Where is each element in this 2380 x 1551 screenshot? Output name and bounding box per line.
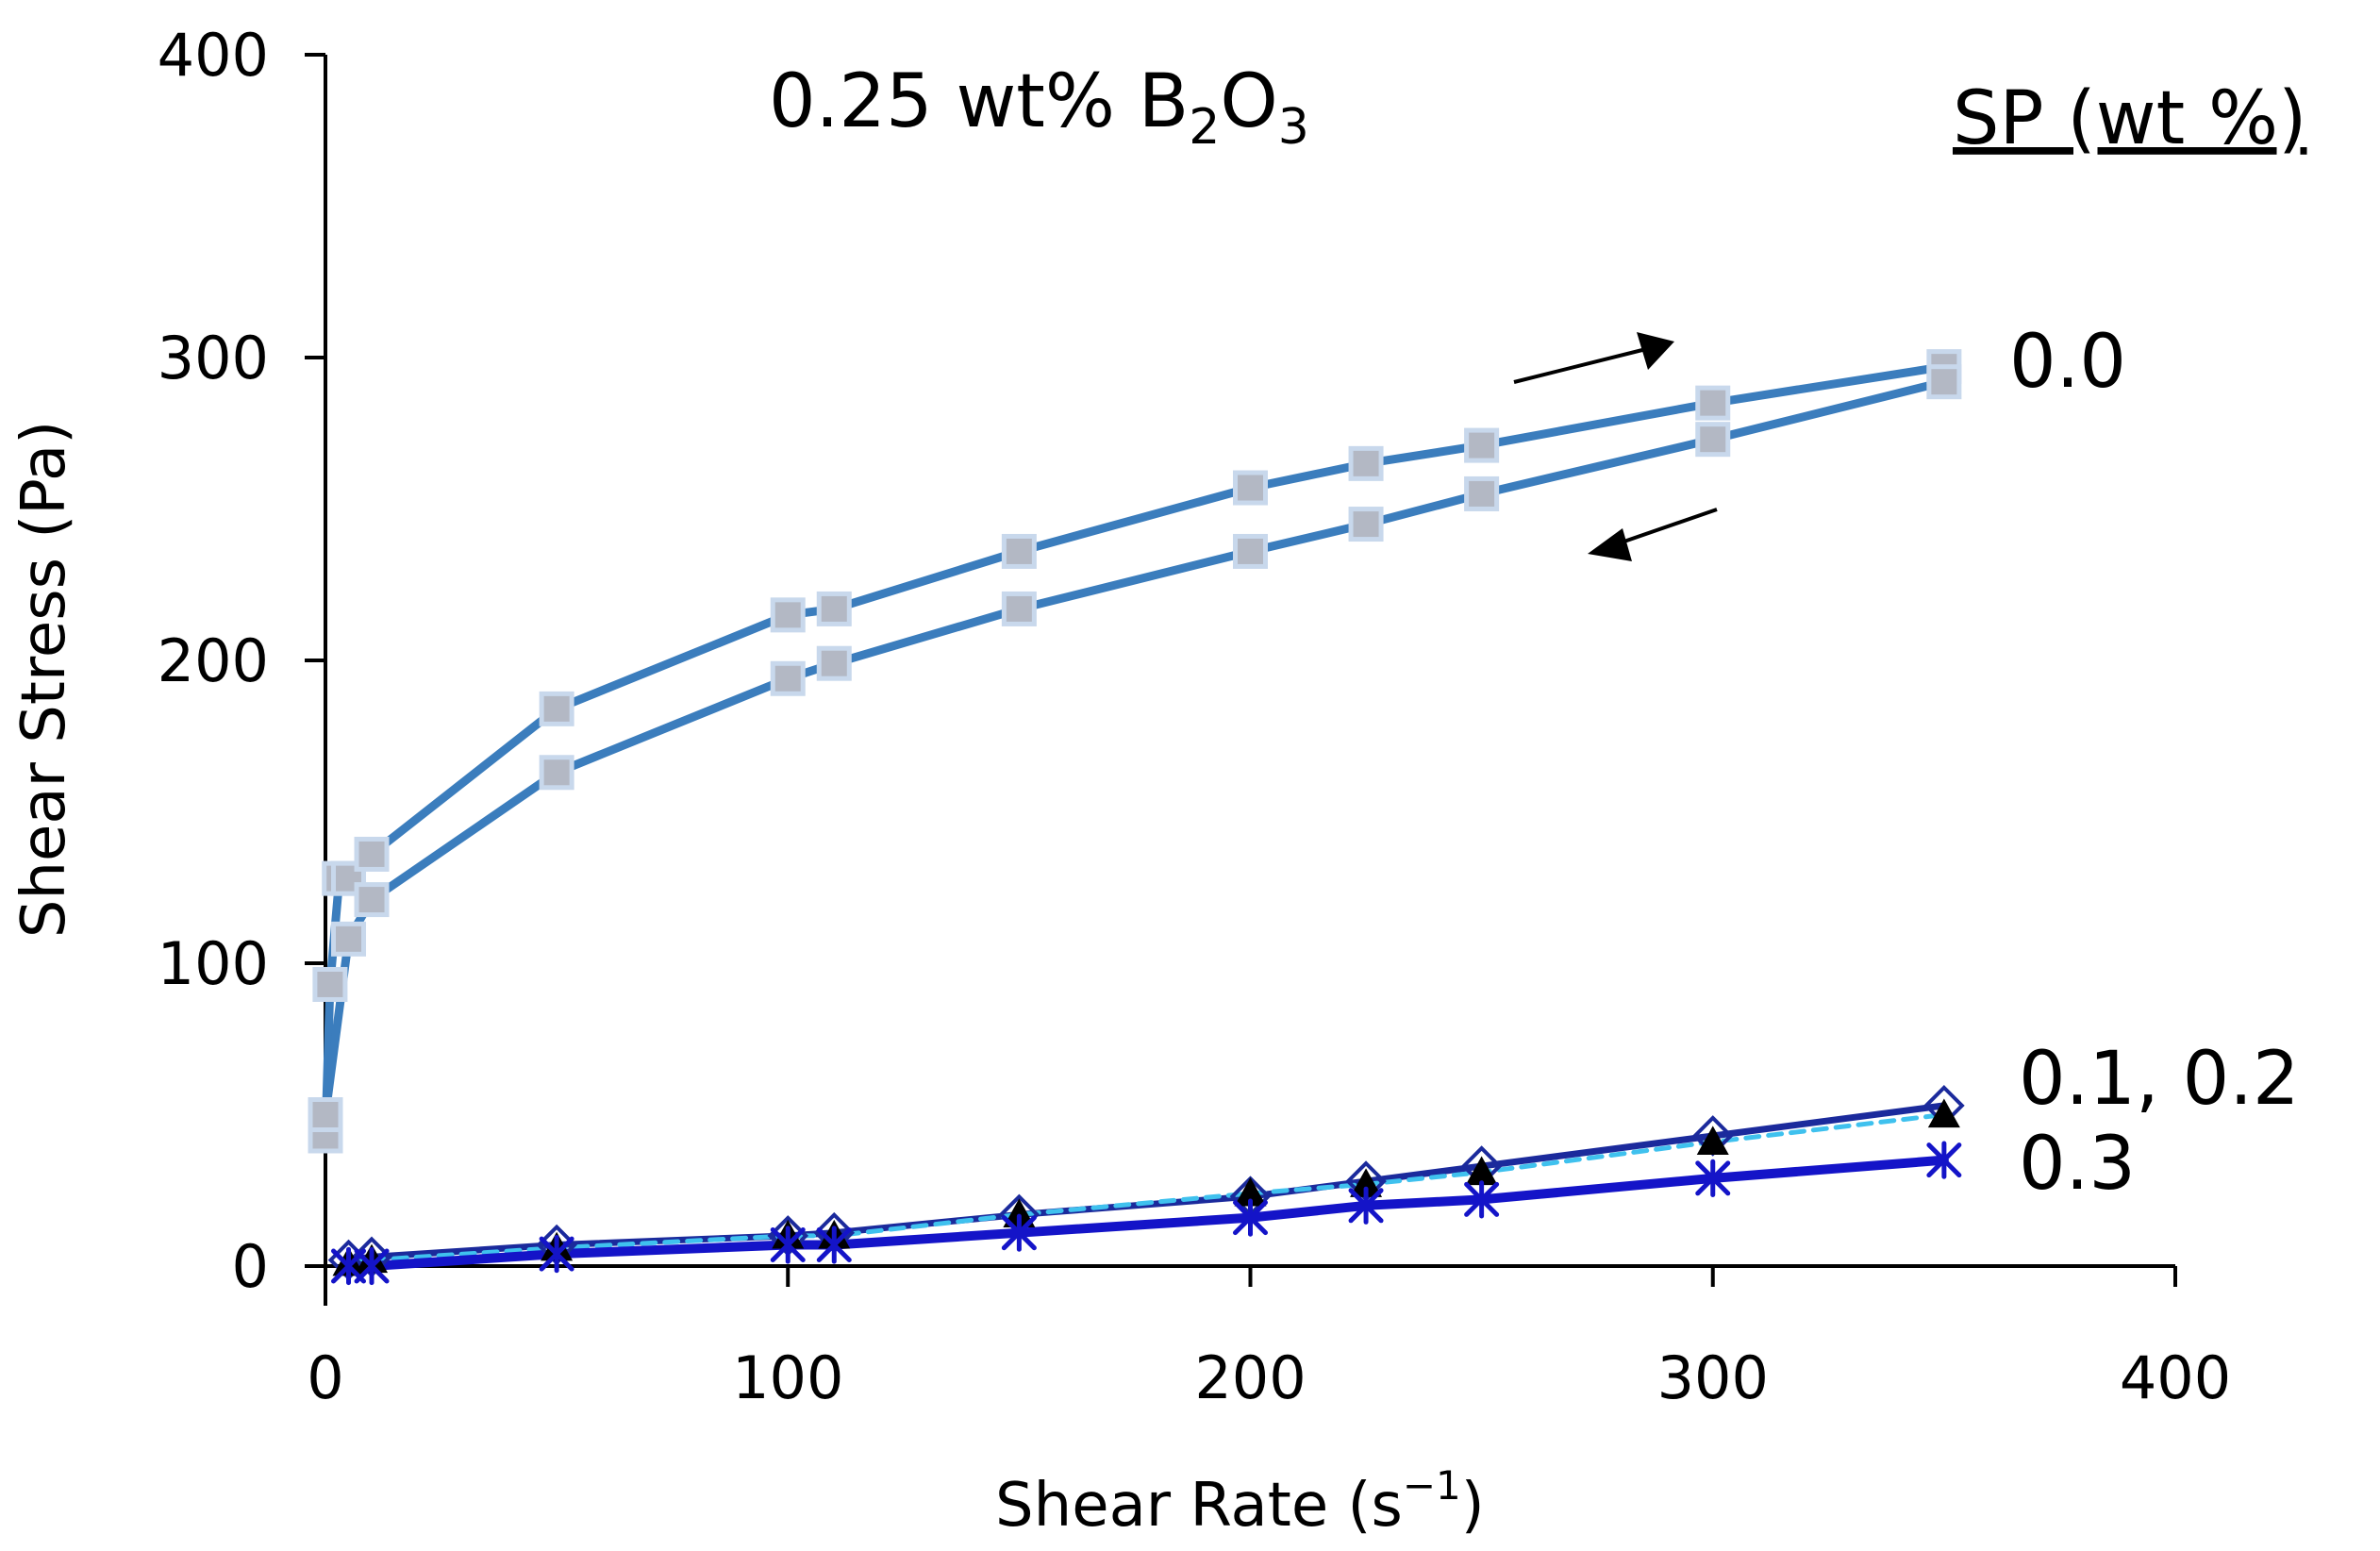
marker-sp03-star: [1233, 1198, 1268, 1237]
marker-sp00-down-square: [354, 882, 390, 918]
line-sp02: [346, 1112, 1947, 1266]
arrow-decreasing-rate: [1588, 508, 1718, 561]
marker-sp03-star: [1926, 1141, 1962, 1179]
marker-sp00-down-square: [1233, 533, 1268, 569]
marker-sp00-down-square: [308, 1097, 343, 1132]
y-tick-label: 0: [232, 1232, 269, 1301]
marker-sp03-star: [1001, 1213, 1037, 1252]
y-tick-label: 300: [158, 324, 269, 392]
line-sp00-down: [321, 377, 1949, 1119]
marker-sp03-star: [1348, 1186, 1384, 1225]
x-tick-label: 400: [2120, 1343, 2231, 1412]
marker-sp03-star: [539, 1235, 574, 1274]
marker-sp00-up-square: [354, 836, 390, 872]
x-tick-label: 100: [732, 1343, 843, 1412]
marker-sp02-triangle: [1465, 1156, 1498, 1186]
chart-title: 0.25 wt% B2O3: [769, 59, 1309, 156]
marker-sp00-down-square: [1926, 364, 1962, 400]
marker-sp03-star: [816, 1226, 852, 1264]
y-axis-title: Shear Stress (Pa): [9, 421, 79, 938]
series-layer: [308, 349, 1965, 1286]
marker-sp00-up-square: [770, 597, 806, 633]
x-tick-label: 300: [1657, 1343, 1769, 1412]
marker-sp00-down-square: [1348, 507, 1384, 542]
marker-sp02-triangle: [1927, 1098, 1960, 1128]
marker-sp00-up-square: [1001, 533, 1037, 569]
series-label-sp01-sp02: 0.1, 0.2: [2019, 1037, 2300, 1122]
marker-sp00-up-square: [1464, 427, 1500, 463]
marker-sp00-up-square: [312, 966, 348, 1002]
x-tick-label: 0: [307, 1343, 343, 1412]
marker-sp00-up-square: [1233, 470, 1268, 506]
marker-sp02-triangle: [1234, 1176, 1267, 1207]
series-label-sp03: 0.3: [2019, 1122, 2136, 1207]
marker-sp03-star: [770, 1226, 806, 1264]
line-sp00-up: [321, 362, 1949, 1141]
marker-sp00-down-square: [1464, 475, 1500, 511]
marker-sp02-triangle: [1350, 1168, 1383, 1197]
marker-sp00-down-square: [816, 645, 852, 681]
y-tick-label: 100: [158, 929, 269, 998]
x-tick-label: 200: [1194, 1343, 1306, 1412]
marker-sp03-star: [1695, 1159, 1731, 1198]
marker-sp02-triangle: [1696, 1126, 1729, 1155]
y-tick-label: 200: [158, 626, 269, 695]
marker-sp00-down-square: [1001, 591, 1037, 626]
y-tick-label: 400: [158, 21, 269, 90]
marker-sp02-triangle: [1003, 1198, 1036, 1228]
marker-sp00-down-square: [331, 921, 367, 957]
marker-sp00-up-square: [816, 591, 852, 626]
legend-title: SP (wt %): [1953, 76, 2307, 161]
marker-sp00-down-square: [539, 755, 574, 791]
arrow-increasing-rate: [1513, 332, 1674, 384]
marker-sp00-up-square: [539, 691, 574, 726]
marker-sp00-up-square: [1695, 385, 1731, 421]
x-axis-title: Shear Rate (s−1): [995, 1462, 1485, 1541]
marker-sp00-down-square: [1695, 422, 1731, 458]
line-sp03: [343, 1155, 1949, 1271]
marker-sp00-down-square: [770, 660, 806, 696]
marker-sp00-up-square: [1348, 445, 1384, 481]
marker-sp03-star: [354, 1246, 390, 1286]
series-label-sp0: 0.0: [2009, 320, 2126, 405]
marker-sp03-star: [1464, 1180, 1500, 1219]
axes: 0 100 200 300 400 0 100 200 300 400: [158, 21, 2232, 1412]
